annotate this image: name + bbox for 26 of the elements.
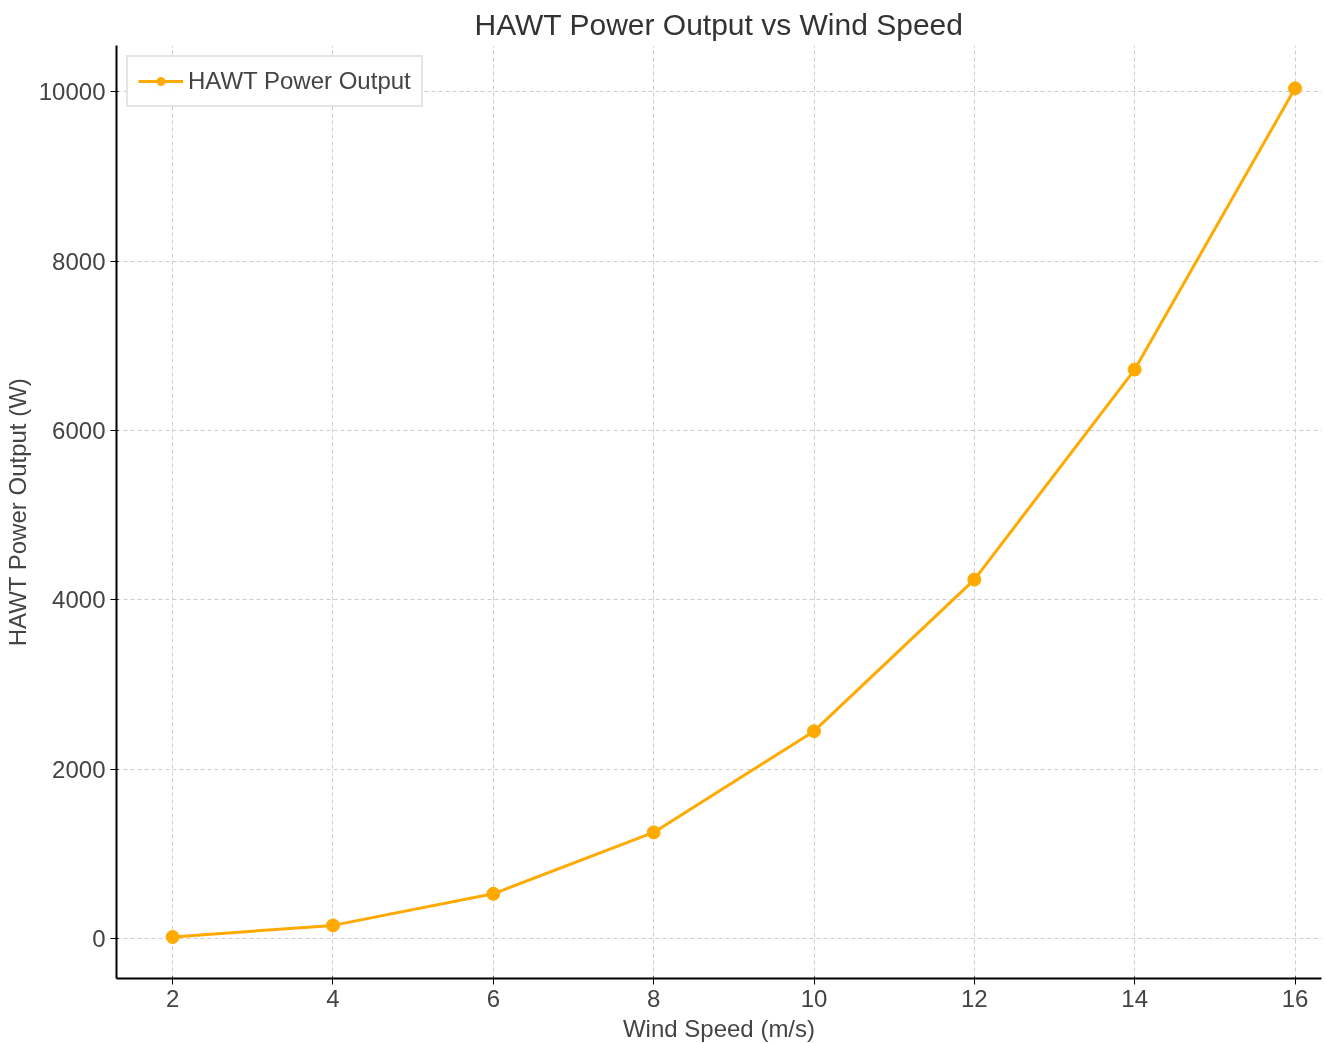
point <box>646 825 661 840</box>
point <box>807 724 822 739</box>
x-tick-label: 4 <box>326 984 340 1012</box>
x-tick-label: 16 <box>1281 984 1309 1012</box>
x-axis-title: Wind Speed (m/s) <box>622 1014 816 1042</box>
x-tick-label: 8 <box>646 984 661 1012</box>
chart-title: HAWT Power Output vs Wind Speed <box>474 7 963 41</box>
legend-label: HAWT Power Output <box>188 67 411 95</box>
y-tick-label: 6000 <box>52 417 106 445</box>
y-tick-label: 8000 <box>52 247 106 275</box>
point <box>486 886 501 901</box>
y-tick-label: 10000 <box>38 78 106 106</box>
x-tick-label: 10 <box>800 984 828 1012</box>
y-tick-label: 4000 <box>52 586 106 614</box>
x-tick-label: 12 <box>961 984 988 1012</box>
y-axis-title: HAWT Power Output (W) <box>3 378 31 647</box>
point <box>1288 81 1303 96</box>
point <box>165 930 180 944</box>
point <box>967 572 982 587</box>
point <box>325 918 340 933</box>
y-tick-label: 2000 <box>52 755 106 783</box>
x-tick-label: 14 <box>1121 984 1149 1012</box>
x-tick-label: 2 <box>165 984 180 1012</box>
y-tick-label: 0 <box>92 925 106 953</box>
point <box>1127 362 1142 377</box>
x-tick-label: 6 <box>486 984 500 1012</box>
